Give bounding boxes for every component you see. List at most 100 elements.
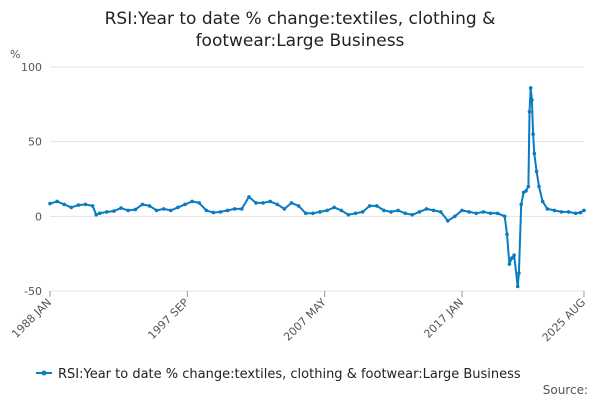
data-point (375, 204, 379, 208)
data-point (318, 210, 322, 214)
data-point (332, 205, 337, 210)
data-point (540, 199, 545, 204)
data-point (346, 213, 351, 217)
data-point (519, 202, 523, 207)
data-point (515, 284, 520, 289)
data-point (282, 207, 287, 211)
data-point (566, 210, 571, 214)
data-point (530, 98, 534, 102)
data-point (531, 132, 535, 136)
data-point (289, 201, 294, 205)
data-point (90, 204, 95, 208)
data-point (190, 199, 194, 204)
y-tick-label: 0 (35, 210, 42, 223)
data-point (495, 211, 500, 216)
data-point (446, 219, 450, 223)
data-point (545, 207, 550, 211)
chart-title-line2: footwear:Large Business (196, 31, 405, 51)
data-point (417, 210, 422, 214)
y-tick-label: -50 (24, 285, 42, 298)
data-point (559, 210, 564, 214)
data-point (438, 210, 443, 214)
data-point (296, 204, 301, 208)
data-point (133, 207, 138, 212)
data-point (218, 210, 223, 214)
data-point (169, 208, 173, 213)
data-point (512, 253, 516, 257)
data-point (382, 208, 386, 213)
data-point (225, 208, 230, 213)
data-point (424, 207, 429, 211)
data-point (176, 205, 180, 210)
data-point (467, 210, 471, 214)
grid-layer: 100 50 0 -50 (21, 61, 584, 298)
data-point (161, 207, 166, 211)
data-point (505, 232, 509, 237)
data-point (552, 208, 557, 213)
data-point (94, 213, 98, 217)
data-point (353, 211, 358, 216)
point-layer (48, 86, 586, 289)
source-label: Source: (543, 383, 588, 397)
data-point (582, 208, 586, 213)
x-tick-label: 1988 JAN (9, 296, 54, 341)
data-point (431, 208, 436, 213)
data-point (360, 210, 365, 214)
data-point (502, 214, 507, 219)
data-point (325, 208, 329, 213)
y-tick-label: 50 (28, 136, 42, 149)
data-point (147, 204, 152, 208)
x-tick-label: 2017 JAN (421, 296, 466, 341)
data-point (507, 262, 512, 266)
legend: RSI:Year to date % change:textiles, clot… (36, 367, 521, 382)
data-point (481, 210, 486, 214)
data-point (62, 202, 66, 207)
data-point (410, 213, 415, 217)
data-point (510, 256, 514, 260)
legend-series-label: RSI:Year to date % change:textiles, clot… (58, 367, 521, 382)
data-point (211, 210, 216, 215)
x-tick-label: 2007 MAY (281, 296, 329, 344)
data-point (112, 209, 116, 213)
y-axis-unit: % (10, 48, 20, 61)
chart-title-line1: RSI:Year to date % change:textiles, clot… (105, 9, 496, 29)
data-point (69, 205, 74, 210)
data-point (453, 214, 457, 219)
data-point (517, 271, 521, 275)
data-point (528, 86, 533, 90)
data-point (254, 201, 258, 205)
data-point (197, 201, 201, 205)
data-point (48, 201, 52, 206)
data-point (524, 189, 528, 193)
data-point (311, 211, 315, 216)
x-tick-layer: 1988 JAN 1997 SEP 2007 MAY 2017 JAN 2025 AUG (9, 291, 588, 344)
data-point (367, 204, 372, 208)
x-tick-label: 1997 SEP (145, 296, 191, 342)
data-point (268, 199, 273, 204)
data-point (532, 151, 537, 156)
data-point (261, 201, 265, 205)
data-point (232, 207, 237, 211)
data-point (537, 184, 541, 189)
data-point (154, 208, 159, 213)
data-point (204, 208, 209, 213)
data-point (240, 207, 244, 211)
data-point (396, 208, 400, 213)
data-point (389, 210, 393, 214)
data-point (527, 110, 532, 114)
data-point (339, 208, 344, 213)
data-point (573, 211, 578, 216)
data-point (578, 210, 583, 215)
data-point (275, 202, 280, 207)
data-point (304, 211, 308, 216)
data-point (247, 195, 251, 199)
data-point (403, 211, 408, 216)
data-point (119, 206, 123, 210)
y-tick-label: 100 (21, 61, 42, 74)
data-point (474, 211, 479, 216)
data-point (183, 202, 187, 207)
data-point (76, 203, 81, 207)
legend-marker-icon (41, 370, 47, 376)
data-point (83, 202, 88, 207)
